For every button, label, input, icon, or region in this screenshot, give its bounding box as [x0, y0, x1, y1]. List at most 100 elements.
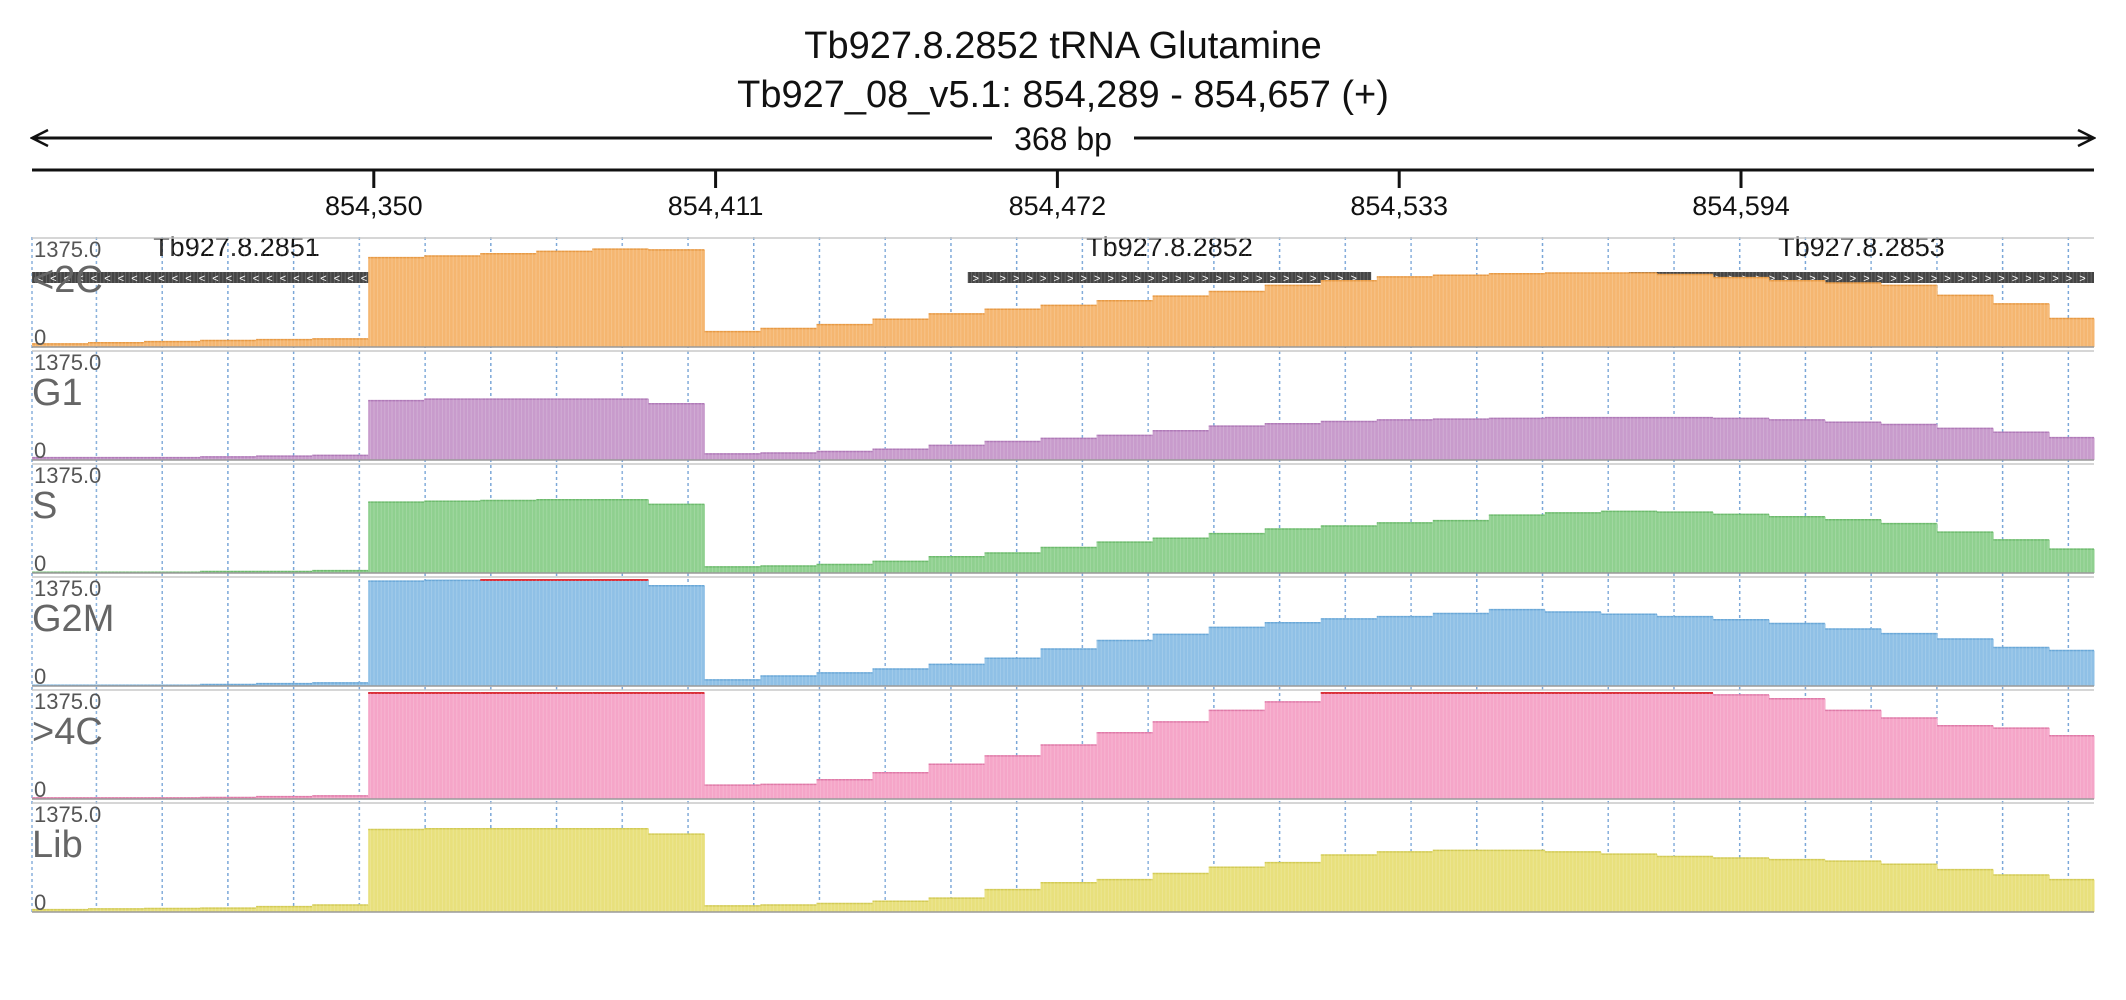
coverage-bar — [1937, 638, 1994, 686]
strand-chevron: > — [1297, 273, 1303, 285]
track-ymax-label: 1375.0 — [34, 689, 101, 714]
coverage-bar — [1040, 305, 1098, 347]
coverage-bar — [648, 834, 705, 912]
coverage-bar — [1320, 525, 1378, 573]
coverage-bar — [1993, 874, 2050, 912]
strand-chevron: > — [1216, 273, 1222, 285]
coverage-bar — [648, 585, 705, 686]
strand-chevron: > — [1189, 273, 1195, 285]
coverage-bar — [1600, 511, 1658, 573]
strand-chevron: < — [307, 273, 313, 285]
coverage-bar — [1096, 300, 1154, 347]
coverage-bar — [872, 901, 930, 912]
coverage-bar — [256, 456, 313, 460]
coverage-bar — [256, 906, 313, 912]
strand-chevron: < — [91, 273, 97, 285]
ruler-ticks: 854,350 854,411 854,472 854,533 854,594 — [325, 170, 1790, 221]
strand-chevron: < — [145, 273, 151, 285]
coverage-bar — [1432, 520, 1490, 573]
track-name: <2C — [32, 259, 103, 301]
coverage-bar — [872, 449, 930, 460]
coverage-bar — [648, 504, 705, 573]
coverage-bar — [1825, 519, 1882, 573]
track-ymin-label: 0 — [34, 777, 46, 802]
coverage-bar — [368, 829, 425, 912]
coverage-bar — [256, 683, 313, 686]
coverage-bar — [1712, 694, 1770, 799]
coverage-bar — [592, 693, 649, 799]
coverage-bar — [1881, 633, 1938, 686]
strand-chevron: > — [1769, 273, 1775, 285]
track-ymin-label: 0 — [34, 890, 46, 915]
coverage-bar — [704, 453, 761, 460]
strand-chevron: < — [37, 273, 43, 285]
coverage-bar — [1320, 693, 1378, 799]
coverage-bar — [1264, 529, 1322, 573]
strand-chevron: < — [361, 273, 367, 285]
coverage-bar — [816, 564, 873, 573]
strand-chevron: > — [1270, 273, 1276, 285]
strand-chevron: < — [280, 273, 286, 285]
coverage-bar — [1769, 623, 1826, 686]
strand-chevron: > — [1351, 273, 1357, 285]
strand-chevron: < — [131, 273, 137, 285]
strand-chevron: > — [1944, 273, 1950, 285]
coverage-bar — [536, 499, 593, 573]
coverage-bar — [1544, 851, 1602, 912]
coverage-bar — [1432, 850, 1490, 912]
coverage-bar — [592, 249, 649, 347]
coverage-bar — [760, 675, 817, 686]
coverage-bar — [648, 249, 705, 347]
track-name: Lib — [32, 824, 83, 866]
coverage-bar — [1937, 725, 1994, 799]
coverage-bar — [760, 453, 817, 460]
coverage-bar — [1993, 303, 2050, 347]
ruler-tick-label: 854,350 — [325, 191, 423, 221]
coverage-bar — [1544, 611, 1602, 686]
coverage-bar — [312, 455, 369, 460]
coverage-bar — [1712, 514, 1770, 573]
strand-chevron: > — [1796, 273, 1802, 285]
strand-chevron: > — [1202, 273, 1208, 285]
strand-chevron: > — [1243, 273, 1249, 285]
coverage-bar — [1656, 856, 1714, 912]
ruler-tick-label: 854,411 — [668, 191, 764, 221]
coverage-bar — [1656, 274, 1714, 347]
coverage-bar — [928, 556, 986, 573]
coverage-bar — [368, 257, 425, 347]
coverage-bar — [32, 909, 89, 912]
coverage-bar — [872, 669, 930, 686]
coverage-bar — [1488, 273, 1546, 347]
coverage-bar — [312, 795, 369, 799]
coverage-bar — [1712, 418, 1770, 460]
strand-chevron: > — [1000, 273, 1006, 285]
gene-feature[interactable]: Tb927.8.2852>>>>>>>>>>>>>>>>>>>>>>>>>>>>… — [967, 232, 1372, 285]
coverage-bar — [816, 779, 873, 799]
coverage-bar — [704, 785, 761, 799]
coverage-bar — [1152, 538, 1210, 573]
coverage-bar — [1600, 417, 1658, 460]
coverage-bar — [200, 684, 257, 686]
strand-chevron: < — [158, 273, 164, 285]
strand-chevron: > — [1836, 273, 1842, 285]
coverage-bar — [704, 331, 761, 347]
coverage-bar — [312, 905, 369, 912]
strand-chevron: > — [1890, 273, 1896, 285]
coverage-bar — [1600, 693, 1658, 799]
coverage-bar — [480, 693, 537, 799]
track-ymin-label: 0 — [34, 325, 46, 350]
coverage-bar — [1096, 435, 1154, 460]
coverage-bar — [312, 338, 369, 347]
coverage-track: 1375.0 0 <2C — [31, 237, 2095, 350]
coverage-bar — [1881, 864, 1938, 912]
coverage-bar — [928, 664, 986, 686]
strand-chevron: < — [239, 273, 245, 285]
coverage-bar — [1096, 542, 1154, 573]
track-ymax-label: 1375.0 — [34, 463, 101, 488]
grid-lines — [31, 237, 2070, 913]
strand-chevron: > — [1283, 273, 1289, 285]
coverage-bar — [200, 571, 257, 573]
coverage-bar — [1208, 291, 1266, 347]
coverage-bar — [1544, 512, 1602, 573]
strand-chevron: > — [1040, 273, 1046, 285]
